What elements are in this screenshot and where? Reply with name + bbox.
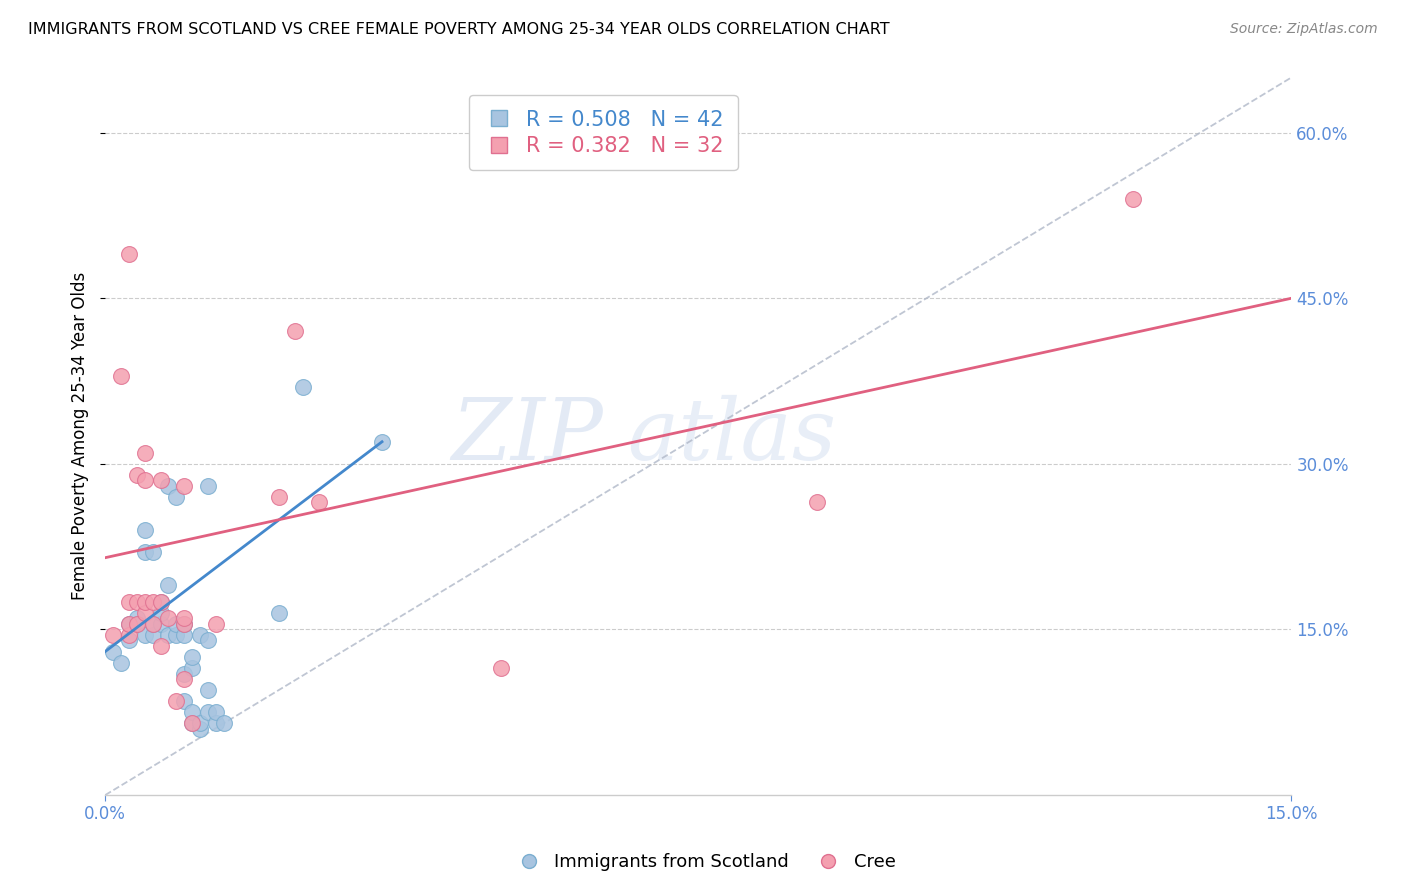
Point [134,523,156,537]
Point [489,661,512,675]
Point [197,479,219,493]
Point [173,628,195,642]
Text: atlas: atlas [627,395,837,477]
Point [118,616,141,631]
Point [181,716,204,731]
Point [181,716,204,731]
Point [197,633,219,648]
Point [125,611,148,625]
Point [125,595,148,609]
Point [134,628,156,642]
Point [134,545,156,559]
Point [269,606,291,620]
Point [205,716,228,731]
Point [149,474,172,488]
Point [149,606,172,620]
Point [142,616,165,631]
Point [110,368,132,383]
Point [181,650,204,665]
Point [157,479,180,493]
Point [110,656,132,670]
Point [149,616,172,631]
Point [134,606,156,620]
Text: Source: ZipAtlas.com: Source: ZipAtlas.com [1230,22,1378,37]
Point [197,705,219,719]
Point [308,495,330,509]
Point [149,595,172,609]
Point [142,616,165,631]
Point [134,474,156,488]
Point [212,716,235,731]
Point [157,611,180,625]
Point [118,247,141,261]
Point [125,467,148,482]
Point [118,633,141,648]
Point [101,644,124,658]
Point [181,661,204,675]
Point [173,611,195,625]
Text: ZIP: ZIP [451,395,603,477]
Point [205,616,228,631]
Point [173,479,195,493]
Text: IMMIGRANTS FROM SCOTLAND VS CREE FEMALE POVERTY AMONG 25-34 YEAR OLDS CORRELATIO: IMMIGRANTS FROM SCOTLAND VS CREE FEMALE … [28,22,890,37]
Point [291,379,314,393]
Point [165,628,187,642]
Point [157,628,180,642]
Point [1122,192,1144,206]
Point [118,628,141,642]
Point [101,628,124,642]
Point [142,595,165,609]
Point [125,616,148,631]
Legend: Immigrants from Scotland, Cree: Immigrants from Scotland, Cree [503,847,903,879]
Legend: R = 0.508   N = 42, R = 0.382   N = 32: R = 0.508 N = 42, R = 0.382 N = 32 [470,95,738,170]
Point [205,705,228,719]
Point [269,490,291,504]
Point [188,716,211,731]
Point [165,490,187,504]
Point [197,683,219,698]
Point [284,324,307,338]
Point [806,495,828,509]
Point [118,616,141,631]
Point [165,694,187,708]
Point [181,705,204,719]
Point [142,545,165,559]
Point [125,616,148,631]
Point [134,446,156,460]
Point [188,722,211,736]
Point [142,628,165,642]
Point [173,672,195,686]
Point [173,616,195,631]
Point [134,595,156,609]
Point [149,639,172,653]
Point [118,595,141,609]
Point [173,694,195,708]
Point [371,434,394,449]
Point [188,628,211,642]
Y-axis label: Female Poverty Among 25-34 Year Olds: Female Poverty Among 25-34 Year Olds [72,272,89,600]
Point [149,595,172,609]
Point [157,578,180,592]
Point [165,616,187,631]
Point [173,616,195,631]
Point [173,666,195,681]
